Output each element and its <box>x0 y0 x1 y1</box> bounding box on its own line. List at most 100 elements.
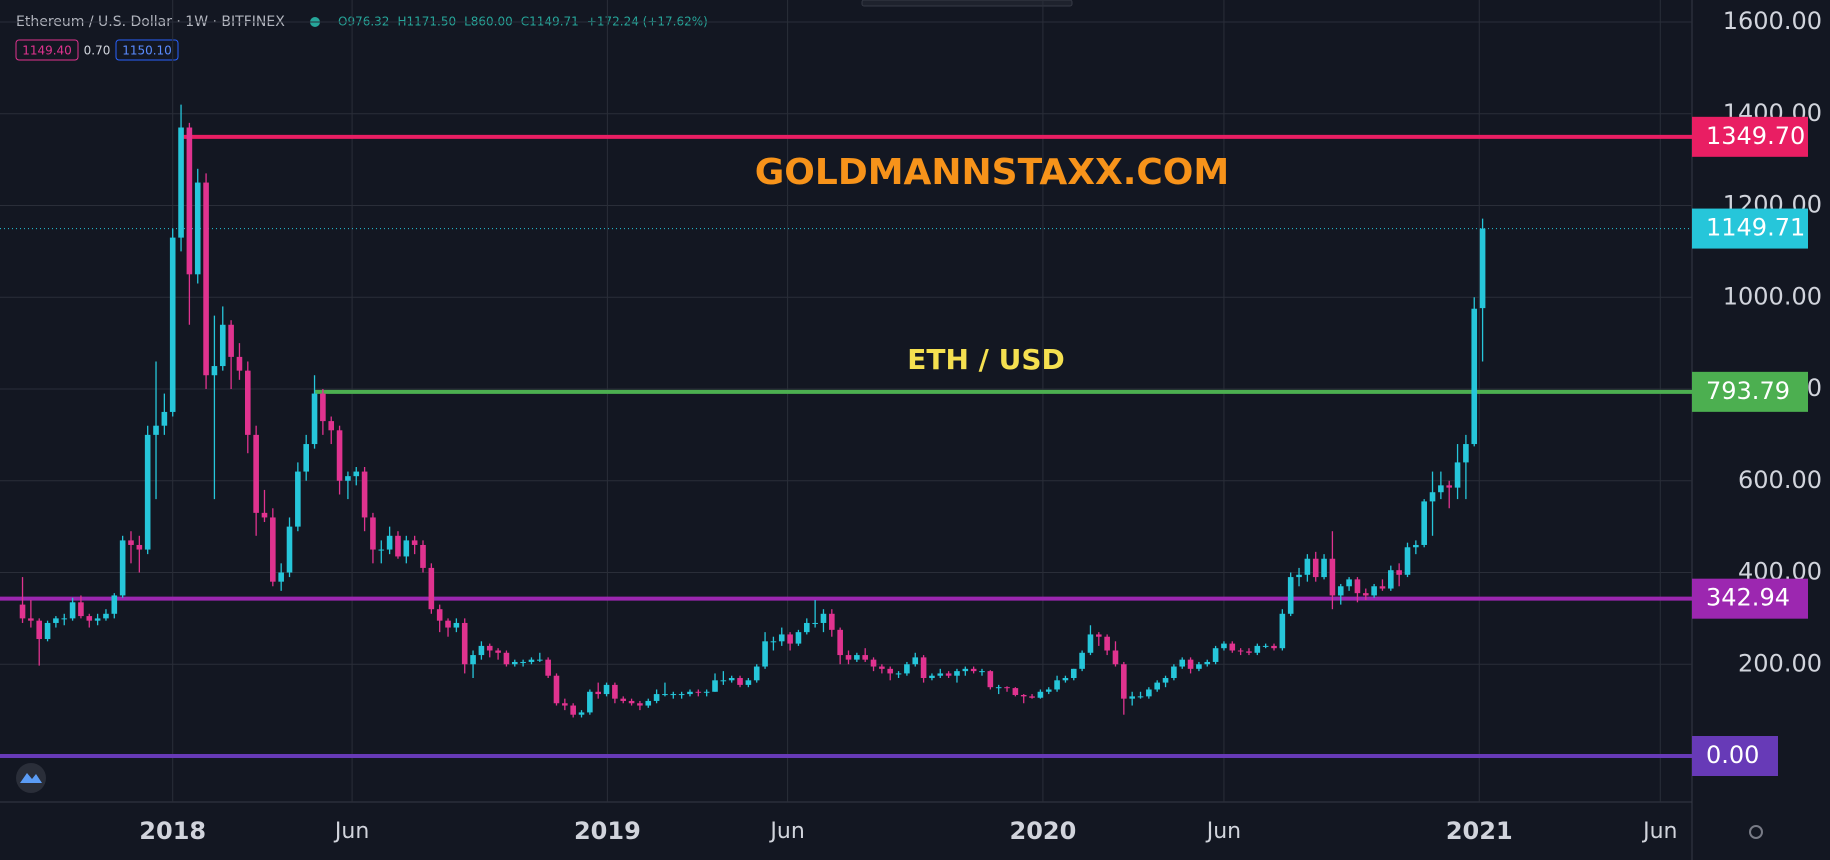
candle-body <box>778 634 785 642</box>
candle-body <box>161 411 168 426</box>
candle-body <box>1004 687 1010 689</box>
candle-body <box>803 622 810 633</box>
candle-body <box>186 127 193 275</box>
x-tick-label: Jun <box>768 819 804 844</box>
spread: 0.70 <box>84 44 111 58</box>
candle-body <box>445 620 451 628</box>
candle-body <box>945 673 952 676</box>
candle-body <box>1229 643 1236 651</box>
candle-body <box>1413 544 1419 548</box>
price-label-box <box>1692 116 1808 157</box>
candle-body <box>620 698 627 701</box>
candle-body <box>69 602 76 619</box>
candle-body <box>470 655 476 665</box>
price-label-box <box>1692 208 1808 249</box>
candle-body <box>628 700 635 704</box>
candle-body <box>253 434 259 513</box>
candle-body <box>1187 659 1194 669</box>
candle-body <box>244 370 251 435</box>
candle-body <box>653 694 660 701</box>
candle-body <box>420 544 426 568</box>
candle-body <box>1221 643 1227 649</box>
candle-body <box>987 671 994 688</box>
candle-body <box>829 613 835 630</box>
candle-body <box>1012 688 1019 695</box>
candle-body <box>687 691 693 695</box>
candle-body <box>795 632 802 644</box>
candle-body <box>1271 645 1277 649</box>
annotation: ETH / USD <box>907 343 1065 376</box>
candle-body <box>929 675 935 679</box>
candle-body <box>353 471 360 477</box>
candle-body <box>837 629 843 656</box>
toolbar-stub[interactable] <box>861 0 1073 7</box>
y-tick-label: 600.00 <box>1738 466 1822 494</box>
candle-body <box>1262 645 1269 647</box>
candle-body <box>19 604 26 619</box>
bid: 1149.40 <box>22 44 72 58</box>
candle-body <box>895 673 902 675</box>
candle-body <box>203 182 209 376</box>
candle-body <box>144 434 151 550</box>
candle-body <box>720 680 727 682</box>
candle-body <box>461 622 468 665</box>
candle-body <box>1087 634 1094 653</box>
candle-body <box>278 572 284 582</box>
candle-body <box>436 609 443 621</box>
candle-body <box>937 673 944 676</box>
candle-body <box>320 393 326 422</box>
candle-body <box>178 127 184 238</box>
settings-icon[interactable] <box>1749 825 1763 839</box>
candle-body <box>1362 593 1369 596</box>
candle-body <box>553 675 560 704</box>
candle-body <box>1104 636 1110 651</box>
price-label: 0.00 <box>1706 741 1759 769</box>
candle-body <box>904 664 910 674</box>
candle-body <box>862 655 868 660</box>
candle-body <box>94 618 101 621</box>
ask-box <box>115 39 179 61</box>
candle-body <box>295 471 301 527</box>
candle-body <box>845 655 852 660</box>
candle-body <box>361 471 368 518</box>
candle-body <box>86 616 93 621</box>
candle-body <box>745 680 752 685</box>
candle-body <box>528 659 535 662</box>
candle-body <box>545 659 551 676</box>
candle-body <box>1070 668 1077 679</box>
price-label-box <box>1692 736 1778 776</box>
candle-body <box>954 671 960 676</box>
candle-body <box>678 694 685 696</box>
candle-body <box>303 444 309 472</box>
candle-body <box>1079 652 1085 669</box>
candle-body <box>520 661 526 663</box>
candle-body <box>1471 308 1478 445</box>
candle-body <box>1404 547 1411 575</box>
candle-body <box>370 517 376 550</box>
candle-body <box>336 430 343 481</box>
candle-body <box>970 668 977 672</box>
x-tick-label: 2019 <box>574 817 641 845</box>
candle-body <box>1154 682 1161 690</box>
price-label: 342.94 <box>1706 584 1790 612</box>
x-tick-label: Jun <box>1205 819 1241 844</box>
candle-body <box>236 356 243 371</box>
candle-body <box>1162 678 1169 683</box>
candle-body <box>153 425 159 435</box>
candle-body <box>1346 579 1352 587</box>
candle-body <box>637 703 643 706</box>
candle-body <box>1354 579 1361 594</box>
candle-body <box>194 182 201 275</box>
x-tick-label: 2020 <box>1010 817 1077 845</box>
candle-body <box>136 544 143 550</box>
x-tick-label: Jun <box>1641 819 1677 844</box>
candles <box>19 104 1486 718</box>
candle-body <box>1112 650 1119 665</box>
candle-body <box>1246 651 1252 653</box>
candle-body <box>603 684 610 695</box>
candle-body <box>1479 228 1486 309</box>
candle-body <box>1379 586 1386 589</box>
candle-body <box>712 680 718 692</box>
